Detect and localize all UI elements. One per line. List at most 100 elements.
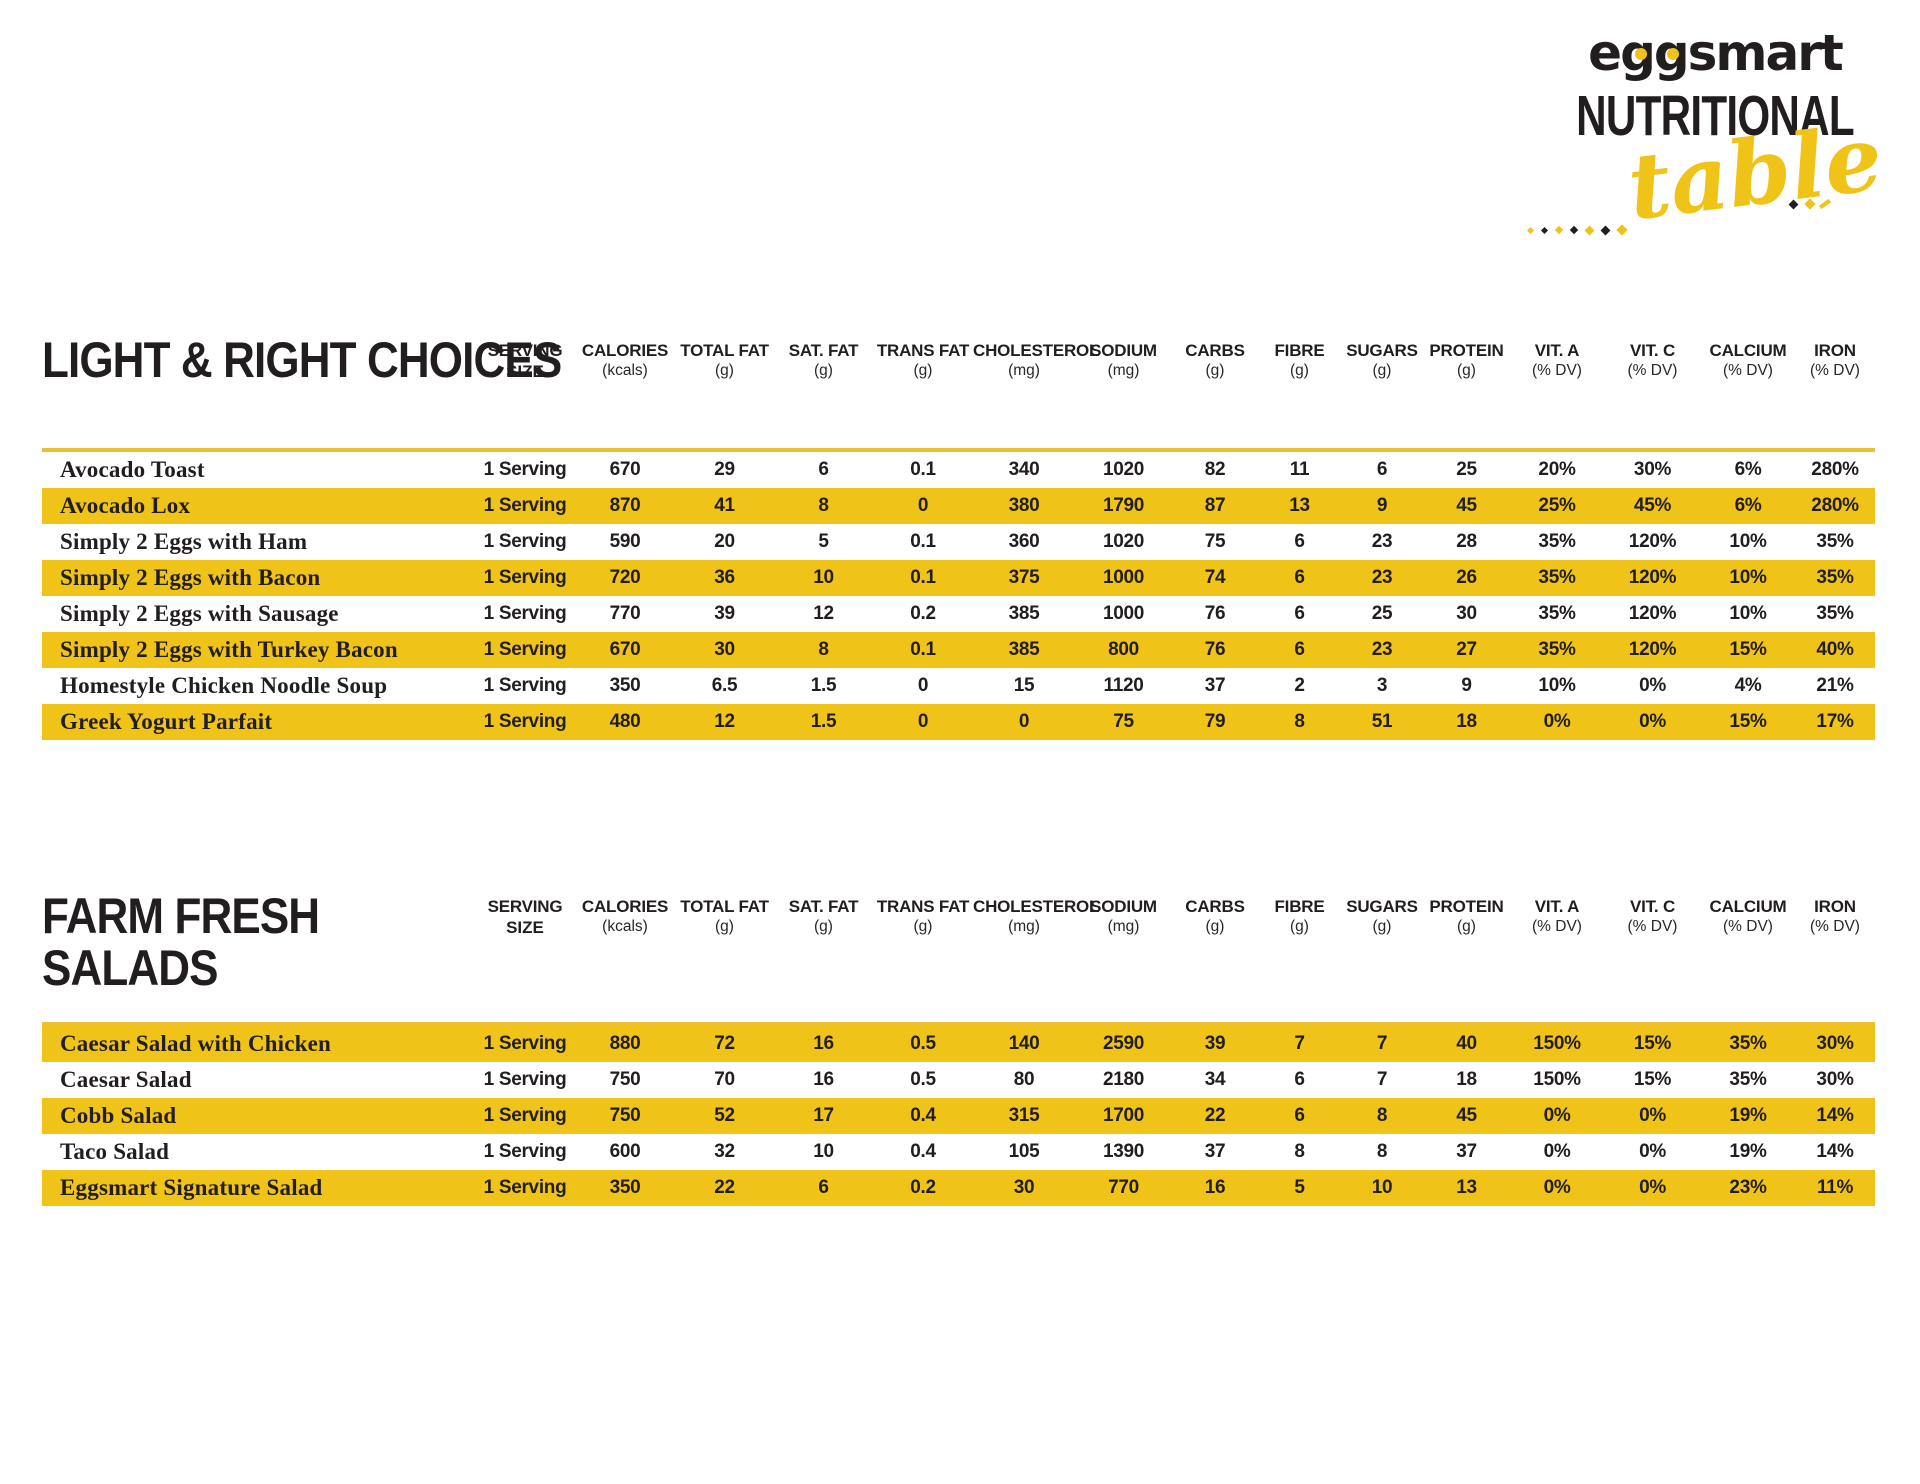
nutrient-value-cell: 39 bbox=[1204, 1033, 1226, 1054]
nutrient-value-cell: 39 bbox=[714, 603, 735, 624]
nutrient-value-cell: 15% bbox=[1729, 711, 1767, 732]
column-header-unit: (% DV) bbox=[1723, 918, 1773, 936]
nutrient-value-cell: 8 bbox=[1294, 711, 1305, 732]
nutrient-value-cell: 350 bbox=[609, 675, 641, 696]
brand-wordmark: eggsmart bbox=[1520, 28, 1910, 78]
section-title: LIGHT & RIGHT CHOICES bbox=[42, 332, 562, 388]
nutrient-value-cell: 30 bbox=[1456, 603, 1477, 624]
column-header-label: FIBRE bbox=[1274, 341, 1325, 360]
nutrient-value-cell: 0.2 bbox=[910, 1177, 936, 1198]
nutrient-value-cell: 670 bbox=[609, 459, 641, 480]
nutrient-value-cell: 37 bbox=[1204, 675, 1226, 696]
table-row: Taco Salad 1 Serving 600 32 10 0.4 105 1390 37 8 8… bbox=[42, 1134, 1875, 1170]
nutrient-value-cell: 770 bbox=[1108, 1177, 1139, 1198]
nutrient-value-cell: 6 bbox=[818, 459, 829, 480]
column-header: CARBS (g) bbox=[1172, 334, 1258, 386]
nutrient-value-cell: 2180 bbox=[1102, 1069, 1145, 1090]
nutrient-value-cell: 11% bbox=[1816, 1177, 1854, 1198]
table-row: Caesar Salad 1 Serving 750 70 16 0.5 80 2180 34 6… bbox=[42, 1062, 1875, 1098]
nutrient-value-cell: 8 bbox=[1376, 1141, 1388, 1162]
diamond-dot-trail bbox=[1526, 224, 1628, 236]
nutrient-value-cell: 36 bbox=[714, 567, 735, 588]
item-name-cell: Simply 2 Eggs with Bacon bbox=[60, 565, 321, 590]
nutrient-value-cell: 340 bbox=[1008, 459, 1040, 480]
nutrient-value-cell: 1020 bbox=[1102, 459, 1145, 480]
column-header-label: PROTEIN bbox=[1429, 341, 1504, 360]
column-header: SAT. FAT (g) bbox=[774, 890, 873, 994]
nutrient-value-cell: 19% bbox=[1729, 1105, 1767, 1126]
item-name-cell: Simply 2 Eggs with Ham bbox=[60, 529, 308, 554]
nutrient-value-cell: 82 bbox=[1204, 459, 1226, 480]
column-header: CHOLESTEROL (mg) bbox=[973, 890, 1100, 994]
nutrient-value-cell: 35% bbox=[1816, 567, 1854, 588]
nutrient-value-cell: 10% bbox=[1729, 603, 1767, 624]
column-header-unit: (kcals) bbox=[602, 918, 648, 936]
nutrient-value-cell: 32 bbox=[714, 1141, 735, 1162]
nutrient-value-cell: 45 bbox=[1456, 495, 1477, 516]
nutrient-value-cell: 79 bbox=[1204, 711, 1226, 732]
nutrient-value-cell: 52 bbox=[714, 1105, 735, 1126]
nutrient-value-cell: 6 bbox=[1294, 1069, 1305, 1090]
column-header-label: SERVING bbox=[487, 341, 563, 360]
nutrient-value-cell: 30 bbox=[714, 639, 735, 660]
section-title-line: LIGHT & RIGHT CHOICES bbox=[42, 332, 562, 388]
section-title-line: SALADS bbox=[42, 940, 219, 996]
column-header-unit: (% DV) bbox=[1810, 362, 1860, 380]
nutrient-value-cell: 8 bbox=[1376, 1105, 1388, 1126]
column-header: CHOLESTEROL (mg) bbox=[973, 334, 1100, 386]
nutrient-value-cell: 1000 bbox=[1102, 567, 1145, 588]
column-header: CARBS (g) bbox=[1172, 890, 1258, 994]
column-header-unit: (mg) bbox=[1008, 918, 1040, 936]
nutrient-value-cell: 1 Serving bbox=[483, 1141, 567, 1162]
nutrient-value-cell: 35% bbox=[1538, 603, 1576, 624]
column-header-label: TRANS FAT bbox=[876, 897, 970, 916]
diamond-dot-icon bbox=[1569, 225, 1579, 235]
nutrient-value-cell: 17 bbox=[813, 1105, 834, 1126]
column-header-unit: (g) bbox=[1457, 918, 1476, 936]
nutrient-value-cell: 870 bbox=[609, 495, 641, 516]
column-header-label: SUGARS bbox=[1346, 897, 1418, 916]
nutrient-value-cell: 26 bbox=[1456, 567, 1477, 588]
nutrient-value-cell: 45% bbox=[1633, 495, 1672, 516]
item-name-cell: Taco Salad bbox=[60, 1139, 170, 1164]
nutrient-value-cell: 6% bbox=[1734, 459, 1762, 480]
nutrient-value-cell: 27 bbox=[1456, 639, 1477, 660]
nutrient-value-cell: 10 bbox=[1371, 1177, 1393, 1198]
nutrient-value-cell: 6 bbox=[818, 1177, 829, 1198]
table-row: Simply 2 Eggs with Turkey Bacon 1 Serving… bbox=[42, 632, 1875, 668]
column-header-unit: (g) bbox=[1205, 918, 1225, 936]
section-title: FARM FRESH SALADS bbox=[42, 890, 423, 994]
nutrient-value-cell: 35% bbox=[1538, 639, 1576, 660]
nutrient-value-cell: 21% bbox=[1816, 675, 1854, 696]
nutrient-value-cell: 1 Serving bbox=[483, 1033, 567, 1054]
item-name-cell: Avocado Toast bbox=[60, 457, 205, 482]
column-header-label: CHOLESTEROL bbox=[973, 341, 1100, 360]
nutrient-value-cell: 770 bbox=[609, 603, 641, 624]
nutrient-value-cell: 23% bbox=[1729, 1177, 1767, 1198]
nutrient-value-cell: 35% bbox=[1538, 531, 1576, 552]
column-header: PROTEIN (g) bbox=[1423, 334, 1510, 386]
nutrient-value-cell: 0% bbox=[1639, 1105, 1666, 1126]
column-header: IRON (% DV) bbox=[1795, 334, 1875, 386]
item-name-cell: Simply 2 Eggs with Sausage bbox=[60, 601, 339, 626]
nutrient-value-cell: 350 bbox=[609, 1177, 641, 1198]
column-header-label: CHOLESTEROL bbox=[973, 897, 1100, 916]
item-name-cell: Avocado Lox bbox=[60, 493, 191, 518]
column-header-unit: (% DV) bbox=[1532, 918, 1582, 936]
nutrient-value-cell: 80 bbox=[1013, 1069, 1035, 1090]
nutrient-value-cell: 1000 bbox=[1102, 603, 1145, 624]
nutrient-value-cell: 15 bbox=[1013, 675, 1035, 696]
table-body: Avocado Toast 1 Serving 670 29 6 0.1 340 1020 82… bbox=[42, 448, 1875, 740]
section-title-line: FARM FRESH bbox=[42, 888, 320, 944]
nutrient-value-cell: 6 bbox=[1294, 567, 1305, 588]
nutrient-value-cell: 315 bbox=[1008, 1105, 1040, 1126]
column-header: TOTAL FAT (g) bbox=[675, 890, 774, 994]
nutrient-value-cell: 1020 bbox=[1102, 531, 1145, 552]
column-header-unit: (kcals) bbox=[602, 362, 648, 380]
column-header: TOTAL FAT (g) bbox=[675, 334, 774, 386]
column-header: SERVING SIZE bbox=[475, 890, 575, 994]
column-header: TRANS FAT (g) bbox=[873, 334, 973, 386]
nutrient-value-cell: 670 bbox=[609, 639, 641, 660]
nutrient-value-cell: 0 bbox=[1018, 711, 1030, 732]
nutrient-value-cell: 15% bbox=[1633, 1069, 1672, 1090]
